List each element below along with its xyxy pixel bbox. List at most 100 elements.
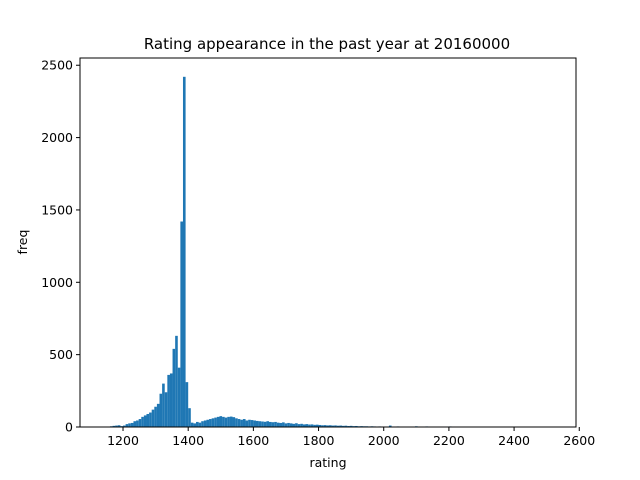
histogram-bar bbox=[276, 422, 280, 427]
histogram-bar bbox=[117, 425, 121, 427]
histogram-bar bbox=[214, 417, 217, 427]
histogram-bar bbox=[355, 425, 358, 427]
y-tick-label: 1000 bbox=[41, 275, 73, 290]
x-tick-label: 1400 bbox=[172, 433, 204, 448]
y-tick-label: 2500 bbox=[41, 58, 73, 73]
histogram-bar bbox=[242, 419, 246, 427]
x-tick-label: 2600 bbox=[563, 433, 595, 448]
histogram-bar bbox=[261, 421, 264, 427]
y-tick-label: 500 bbox=[49, 347, 73, 362]
histogram-bar bbox=[156, 403, 160, 427]
histogram-bar bbox=[263, 421, 267, 427]
histogram-bar bbox=[279, 422, 283, 427]
x-tick-label: 1800 bbox=[303, 433, 335, 448]
histogram-bar bbox=[177, 367, 181, 427]
histogram-bar bbox=[287, 422, 290, 427]
histogram-bar bbox=[250, 420, 254, 427]
histogram-bar bbox=[167, 374, 170, 427]
x-tick-label: 2400 bbox=[498, 433, 530, 448]
histogram-bar bbox=[151, 409, 155, 427]
histogram-bar bbox=[146, 413, 150, 427]
histogram-bar bbox=[274, 421, 277, 427]
histogram-bar bbox=[209, 419, 212, 427]
histogram-bar bbox=[216, 416, 220, 427]
histogram-bar bbox=[141, 416, 144, 427]
x-axis-label: rating bbox=[309, 455, 346, 470]
histogram-bar bbox=[302, 424, 306, 427]
histogram-bar bbox=[154, 406, 157, 427]
histogram-bar bbox=[224, 417, 228, 427]
histogram-bar bbox=[255, 420, 259, 427]
histogram-bar bbox=[349, 425, 353, 427]
histogram-bar bbox=[336, 425, 340, 427]
histogram-bar bbox=[175, 335, 178, 427]
histogram-bar bbox=[123, 425, 126, 427]
histogram-bar bbox=[133, 421, 137, 427]
x-ticks-group: 1200 1400 1600 1800 2000 2200 2400 2600 bbox=[107, 427, 595, 448]
histogram-bar bbox=[292, 423, 296, 427]
histogram-bar bbox=[201, 421, 204, 427]
histogram-bar bbox=[227, 416, 230, 427]
histogram-bar bbox=[237, 419, 241, 427]
histogram-bar bbox=[232, 417, 236, 427]
histogram-bar bbox=[323, 425, 327, 427]
histogram-bar bbox=[185, 382, 189, 427]
x-tick-label: 2200 bbox=[433, 433, 465, 448]
histogram-bar bbox=[253, 420, 256, 427]
bars-group bbox=[109, 76, 562, 427]
histogram-bar bbox=[188, 408, 191, 427]
histogram-bar bbox=[190, 422, 194, 427]
histogram-bar bbox=[310, 424, 314, 427]
histogram-bar bbox=[211, 418, 215, 427]
histogram-bar bbox=[235, 418, 238, 427]
histogram-bar bbox=[149, 412, 152, 427]
histogram-bar bbox=[331, 425, 335, 427]
histogram-bar bbox=[180, 221, 183, 427]
histogram-bar bbox=[308, 424, 311, 427]
histogram-bar bbox=[196, 421, 199, 427]
histogram-bar bbox=[321, 425, 324, 427]
histogram-bar bbox=[328, 425, 332, 427]
x-tick-label: 1600 bbox=[237, 433, 269, 448]
histogram-bar bbox=[342, 425, 345, 427]
histogram-bar bbox=[198, 422, 202, 427]
histogram-bar bbox=[271, 422, 275, 427]
histogram-bar bbox=[138, 419, 142, 427]
histogram-bar bbox=[219, 416, 223, 427]
histogram-bar bbox=[282, 422, 285, 427]
histogram-bar bbox=[115, 425, 118, 427]
histogram-bar bbox=[334, 425, 337, 427]
histogram-bar bbox=[339, 425, 343, 427]
histogram-bar bbox=[222, 416, 225, 427]
histogram-bar bbox=[206, 419, 210, 427]
histogram-bar bbox=[295, 423, 298, 427]
histogram-bar bbox=[289, 423, 293, 427]
histogram-bar bbox=[203, 420, 207, 427]
histogram-bar bbox=[326, 425, 329, 427]
y-ticks-group: 0 500 1000 1500 2000 2500 bbox=[41, 58, 80, 435]
histogram-bar bbox=[125, 424, 129, 427]
histogram-bar bbox=[229, 416, 233, 427]
histogram-bar bbox=[159, 393, 163, 427]
histogram-bar bbox=[245, 420, 249, 427]
histogram-bar bbox=[248, 419, 251, 427]
histogram-bar bbox=[388, 425, 392, 427]
y-axis-label: freq bbox=[15, 230, 30, 255]
histogram-bar bbox=[297, 424, 301, 427]
x-tick-label: 1200 bbox=[107, 433, 139, 448]
histogram-bar bbox=[240, 419, 243, 427]
plot-frame bbox=[79, 57, 577, 428]
histogram-bar bbox=[344, 425, 348, 427]
y-tick-label: 0 bbox=[65, 420, 73, 435]
histogram-bar bbox=[130, 422, 134, 427]
histogram-bar bbox=[305, 424, 309, 427]
histogram-bar bbox=[112, 425, 116, 427]
y-tick-label: 2000 bbox=[41, 130, 73, 145]
histogram-bar bbox=[182, 76, 186, 427]
histogram-bar bbox=[162, 383, 165, 427]
histogram-bar bbox=[300, 423, 303, 427]
histogram-bar bbox=[284, 423, 288, 427]
histogram-bar bbox=[318, 424, 322, 427]
histogram-bar bbox=[315, 424, 319, 427]
